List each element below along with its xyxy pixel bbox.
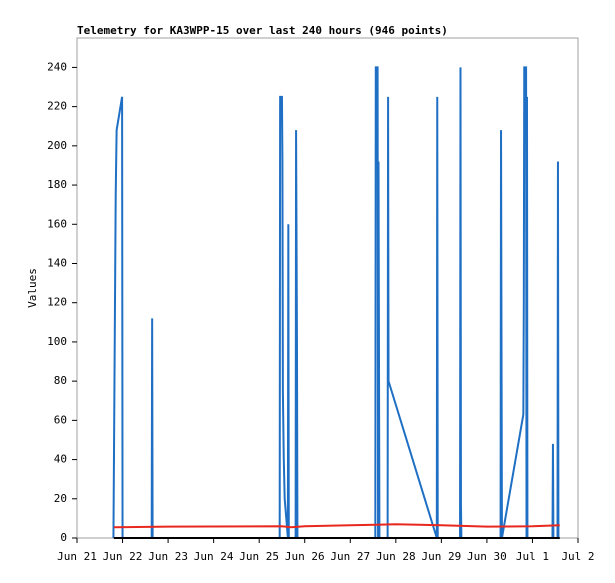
y-axis-label: Values (26, 268, 39, 308)
y-tick-label: 160 (47, 217, 67, 230)
y-tick-label: 180 (47, 178, 67, 191)
y-tick-label: 0 (60, 531, 67, 544)
y-tick-label: 120 (47, 296, 67, 309)
y-tick-label: 140 (47, 256, 67, 269)
y-tick-label: 80 (54, 374, 67, 387)
y-tick-label: 200 (47, 139, 67, 152)
y-tick-label: 220 (47, 100, 67, 113)
x-tick-label: Jul 1 (516, 550, 549, 563)
series-line (113, 523, 560, 529)
x-tick-label: Jun 24 (194, 550, 234, 563)
y-tick-label: 60 (54, 413, 67, 426)
x-tick-label: Jun 30 (467, 550, 507, 563)
x-tick-label: Jun 22 (103, 550, 143, 563)
x-tick-label: Jun 26 (285, 550, 325, 563)
x-tick-label: Jun 25 (239, 550, 279, 563)
chart-title: Telemetry for KA3WPP-15 over last 240 ho… (77, 24, 448, 37)
x-tick-label: Jun 23 (148, 550, 188, 563)
x-tick-label: Jun 29 (421, 550, 461, 563)
series-line (112, 66, 560, 539)
y-tick-label: 20 (54, 492, 67, 505)
y-tick-label: 40 (54, 453, 67, 466)
x-tick-label: Jun 27 (330, 550, 370, 563)
x-tick-label: Jul 2 (561, 550, 594, 563)
y-tick-label: 240 (47, 60, 67, 73)
y-tick-label: 100 (47, 335, 67, 348)
x-tick-label: Jun 21 (57, 550, 97, 563)
x-tick-label: Jun 28 (376, 550, 416, 563)
